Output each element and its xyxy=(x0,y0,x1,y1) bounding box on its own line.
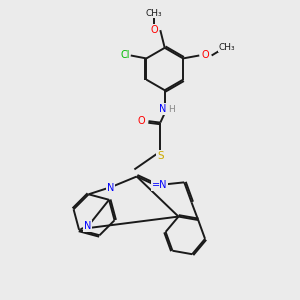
Text: Cl: Cl xyxy=(120,50,130,61)
Text: N: N xyxy=(159,104,166,114)
Text: CH₃: CH₃ xyxy=(219,43,236,52)
Text: S: S xyxy=(157,151,164,161)
Text: =N: =N xyxy=(152,180,167,190)
Text: O: O xyxy=(150,25,158,34)
Text: O: O xyxy=(202,50,210,61)
Text: H: H xyxy=(168,105,175,114)
Text: N: N xyxy=(84,221,92,231)
Text: CH₃: CH₃ xyxy=(146,9,162,18)
Text: N: N xyxy=(106,183,114,193)
Text: O: O xyxy=(138,116,146,126)
